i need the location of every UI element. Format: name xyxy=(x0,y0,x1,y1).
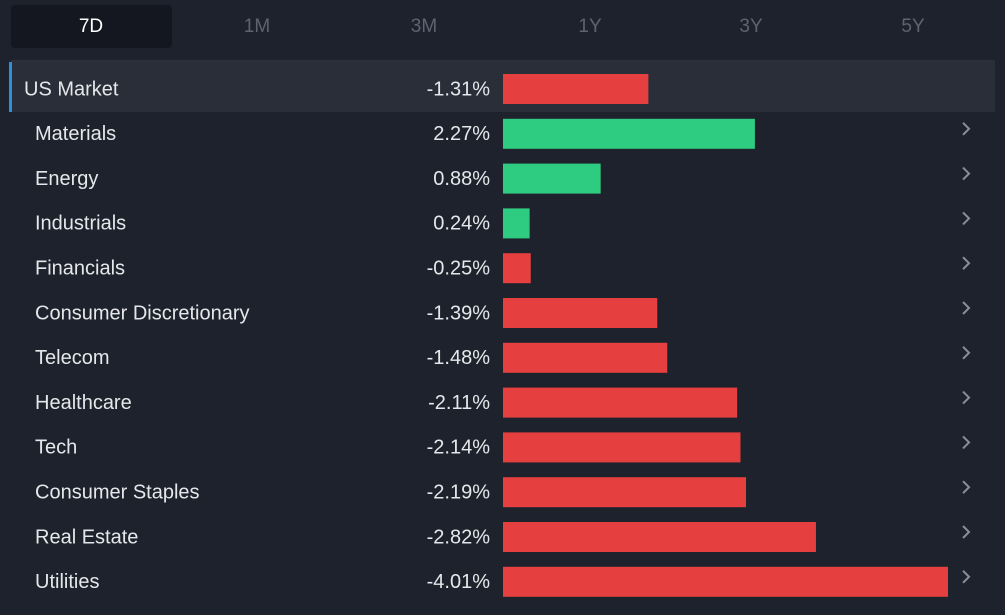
chevron[interactable] xyxy=(962,480,971,494)
bar xyxy=(503,387,738,418)
row-label[interactable]: Financials xyxy=(35,257,125,279)
chevron[interactable] xyxy=(962,301,971,315)
bar xyxy=(503,74,649,104)
bar xyxy=(503,566,948,597)
chevron[interactable] xyxy=(962,525,971,539)
row-label[interactable]: Energy xyxy=(35,168,98,190)
row-label[interactable]: Consumer Staples xyxy=(35,481,200,503)
chevron[interactable] xyxy=(962,256,971,270)
row-label[interactable]: Utilities xyxy=(35,571,99,593)
value-label: 0.88% xyxy=(433,168,490,190)
value-label: -1.39% xyxy=(427,302,491,324)
chevron[interactable] xyxy=(962,211,971,226)
active-tab-bg xyxy=(11,5,172,48)
tab[interactable]: 3M xyxy=(411,16,437,37)
value-label: -2.14% xyxy=(427,437,491,459)
value-label: -2.11% xyxy=(428,392,490,414)
tab[interactable]: 7D xyxy=(79,16,103,37)
row-label: US Market xyxy=(24,78,119,100)
value-label: -2.19% xyxy=(427,481,491,503)
chevron[interactable] xyxy=(962,122,971,136)
chevron[interactable] xyxy=(962,435,971,450)
bar xyxy=(503,163,601,194)
tab[interactable]: 5Y xyxy=(901,16,925,37)
row-label[interactable]: Telecom xyxy=(35,347,109,369)
value-label: -1.48% xyxy=(427,347,491,369)
value-label: 0.24% xyxy=(433,213,490,235)
chevron[interactable] xyxy=(962,346,971,360)
row-highlight xyxy=(9,62,995,112)
bar xyxy=(503,118,755,149)
row-label[interactable]: Consumer Discretionary xyxy=(35,302,250,324)
value-label: -0.25% xyxy=(427,257,491,279)
chevron[interactable] xyxy=(962,570,971,584)
bar xyxy=(503,477,747,508)
bar xyxy=(503,522,816,552)
tab[interactable]: 1Y xyxy=(578,16,602,37)
row-label[interactable]: Real Estate xyxy=(35,526,138,548)
row-label[interactable]: Industrials xyxy=(35,213,126,235)
row-label[interactable]: Tech xyxy=(35,437,77,459)
value-label: -1.31% xyxy=(427,78,491,100)
value-label: 2.27% xyxy=(433,123,490,145)
bar xyxy=(503,342,668,373)
chevron[interactable] xyxy=(962,390,971,405)
row-marker xyxy=(9,62,12,112)
chevron[interactable] xyxy=(962,166,971,181)
bar xyxy=(503,432,741,463)
bar xyxy=(503,253,531,284)
bar xyxy=(503,298,658,328)
value-label: -2.82% xyxy=(427,526,491,548)
row-label[interactable]: Healthcare xyxy=(35,392,132,414)
tab[interactable]: 3Y xyxy=(739,16,763,37)
tab[interactable]: 1M xyxy=(244,16,270,37)
bar xyxy=(503,208,530,239)
row-label[interactable]: Materials xyxy=(35,123,116,145)
value-label: -4.01% xyxy=(427,571,491,593)
